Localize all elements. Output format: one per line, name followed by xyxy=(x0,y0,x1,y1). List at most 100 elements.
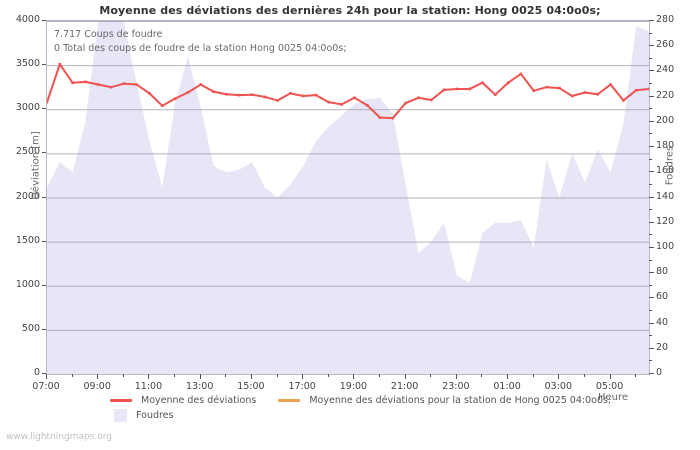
legend-line-icon xyxy=(278,399,301,402)
x-axis-tick-label: 19:00 xyxy=(339,381,368,392)
axis-tick xyxy=(649,296,654,298)
legend-item-moyenne-deviations[interactable]: Moyenne des déviations xyxy=(110,395,256,406)
axis-tick xyxy=(583,374,585,377)
axis-tick xyxy=(327,374,329,377)
legend-row-secondary: Foudres xyxy=(110,408,633,423)
x-axis-tick-label: 17:00 xyxy=(288,381,316,392)
axis-tick xyxy=(42,107,46,109)
axis-tick xyxy=(649,334,652,336)
x-axis-tick-label: 13:00 xyxy=(185,381,214,392)
axis-tick xyxy=(480,374,482,377)
y-axis-right-tick-label: 240 xyxy=(656,64,675,76)
y-axis-right-tick-label: 180 xyxy=(656,140,675,152)
legend-item-moyenne-deviations-station[interactable]: Moyenne des déviations pour la station d… xyxy=(278,395,611,406)
axis-tick xyxy=(42,196,46,198)
y-axis-left-tick-label: 3000 xyxy=(15,102,40,114)
annotation-station-total: 0 Total des coups de foudre de la statio… xyxy=(54,42,347,54)
annotation-strokes: 7.717 Coups de foudre xyxy=(54,29,163,40)
axis-tick xyxy=(649,233,652,235)
axis-tick xyxy=(649,271,654,273)
axis-tick xyxy=(45,374,47,379)
axis-tick xyxy=(199,374,201,379)
y-axis-left-tick-label: 1000 xyxy=(15,278,40,290)
axis-tick xyxy=(557,374,559,379)
chart-annotations: 7.717 Coups de foudre 0 Total des coups … xyxy=(54,28,347,55)
y-axis-right-tick-label: 80 xyxy=(656,266,669,278)
axis-tick xyxy=(649,322,654,324)
axis-tick xyxy=(42,63,46,65)
x-axis-tick-label: 03:00 xyxy=(544,381,573,392)
axis-tick xyxy=(649,44,654,46)
axis-tick xyxy=(224,374,226,377)
axis-tick xyxy=(649,158,652,160)
y-axis-right-tick-label: 140 xyxy=(656,190,675,202)
axis-tick xyxy=(42,240,46,242)
legend-label: Foudres xyxy=(136,410,174,421)
axis-tick xyxy=(649,69,654,71)
axis-tick xyxy=(455,374,457,379)
axis-tick xyxy=(96,374,98,379)
y-axis-right-tick-label: 280 xyxy=(656,14,675,25)
axis-tick xyxy=(649,196,654,198)
axis-tick xyxy=(649,57,652,59)
x-axis-tick-label: 11:00 xyxy=(134,381,163,392)
chart-title: Moyenne des déviations des dernières 24h… xyxy=(99,4,601,17)
axis-tick xyxy=(634,374,636,377)
chart-canvas xyxy=(47,21,649,374)
chart-legend: Moyenne des déviations Moyenne des dévia… xyxy=(110,393,633,423)
y-axis-left-tick-label: 3500 xyxy=(15,58,40,70)
y-axis-right-tick-label: 60 xyxy=(656,291,669,303)
axis-tick xyxy=(649,309,652,311)
y-axis-right-tick-label: 160 xyxy=(656,165,675,177)
axis-tick xyxy=(649,107,652,109)
axis-tick xyxy=(649,120,654,122)
legend-item-foudres[interactable]: Foudres xyxy=(110,409,173,422)
axis-tick xyxy=(649,145,654,147)
x-axis-tick-label: 21:00 xyxy=(390,381,419,392)
y-axis-right-tick-label: 220 xyxy=(656,89,675,101)
axis-tick xyxy=(649,246,654,248)
legend-label: Moyenne des déviations xyxy=(141,395,257,406)
y-axis-right-tick-label: 100 xyxy=(656,240,675,252)
y-axis-left-tick-label: 4000 xyxy=(15,14,40,25)
axis-tick xyxy=(609,374,611,379)
axis-tick xyxy=(649,208,652,210)
axis-tick xyxy=(42,328,46,330)
axis-tick xyxy=(429,374,431,377)
axis-tick xyxy=(352,374,354,379)
axis-tick xyxy=(649,347,654,349)
x-axis-tick-label: 07:00 xyxy=(32,381,60,392)
y-axis-left-tick-label: 500 xyxy=(21,322,40,334)
y-axis-left-tick-label: 2500 xyxy=(15,146,40,158)
legend-label: Moyenne des déviations pour la station d… xyxy=(309,395,612,406)
y-axis-right-tick-label: 260 xyxy=(656,39,675,51)
plot-area xyxy=(46,20,650,375)
y-axis-right-tick-label: 120 xyxy=(656,215,675,227)
axis-tick xyxy=(649,221,654,223)
axis-tick xyxy=(649,170,654,172)
x-axis-tick-label: 09:00 xyxy=(83,381,111,392)
axis-tick xyxy=(649,259,652,261)
axis-tick xyxy=(147,374,149,379)
x-axis-title: Heure xyxy=(598,392,629,403)
axis-tick xyxy=(42,19,46,21)
axis-tick xyxy=(42,372,46,374)
axis-tick xyxy=(301,374,303,379)
x-axis-tick-label: 01:00 xyxy=(493,381,521,392)
y-axis-left-tick-label: 2000 xyxy=(15,190,40,202)
axis-tick xyxy=(649,183,652,185)
y-axis-left-tick-label: 0 xyxy=(33,367,40,378)
axis-tick xyxy=(42,151,46,153)
y-axis-right-tick-label: 40 xyxy=(656,316,669,328)
x-axis-tick-label: 23:00 xyxy=(442,381,470,392)
y-axis-right-tick-label: 200 xyxy=(656,114,675,126)
y-axis-right-tick-label: 20 xyxy=(656,341,669,353)
axis-tick xyxy=(649,284,652,286)
x-axis-tick-label: 05:00 xyxy=(595,381,624,392)
axis-tick xyxy=(649,82,652,84)
axis-tick xyxy=(649,359,652,361)
axis-tick xyxy=(649,132,652,134)
axis-tick xyxy=(42,284,46,286)
axis-tick xyxy=(250,374,252,379)
